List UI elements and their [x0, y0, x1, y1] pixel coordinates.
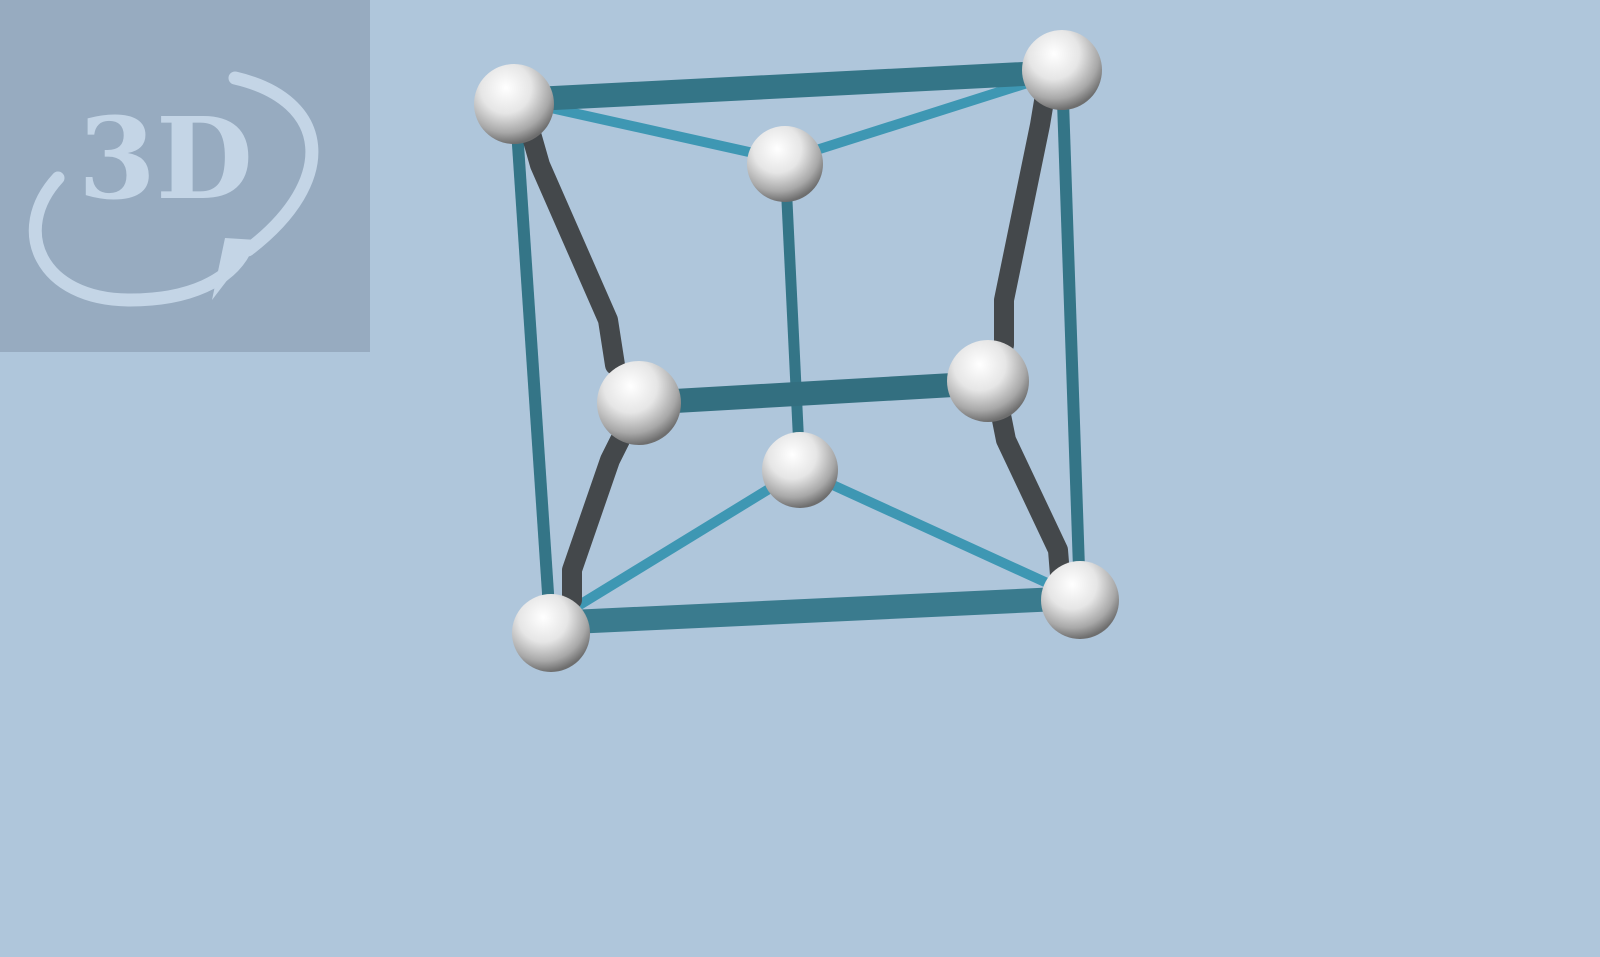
- atom-node[interactable]: [474, 64, 554, 144]
- bond-edge: [639, 371, 989, 415]
- rotate-3d-icon: 3D: [28, 71, 319, 307]
- atom-node[interactable]: [512, 594, 590, 672]
- badge-label: 3D: [78, 94, 253, 225]
- bond-edge: [990, 400, 1070, 585]
- bond-edge: [562, 430, 630, 610]
- bond-edge: [549, 586, 1081, 635]
- 3d-rotate-badge[interactable]: 3D: [0, 0, 370, 352]
- edge-group-inner: [513, 67, 1083, 628]
- atom-node[interactable]: [947, 340, 1029, 422]
- bond-edge: [513, 95, 787, 165]
- bond-edge: [779, 159, 806, 471]
- atom-node[interactable]: [747, 126, 823, 202]
- atom-node[interactable]: [1022, 30, 1102, 110]
- node-group: [474, 30, 1119, 672]
- atom-node[interactable]: [1041, 561, 1119, 639]
- bond-edge: [783, 67, 1064, 165]
- bond-edge: [994, 85, 1055, 355]
- edge-group-outer: [509, 60, 1086, 635]
- edge-group-dark: [520, 85, 1070, 610]
- bond-edge: [509, 99, 556, 624]
- atom-node[interactable]: [762, 432, 838, 508]
- bond-edge: [547, 465, 803, 628]
- bond-edge: [514, 60, 1063, 112]
- bond-edge: [520, 120, 625, 375]
- bond-edge: [797, 465, 1083, 603]
- bond-edge: [1056, 71, 1086, 599]
- atom-node[interactable]: [597, 361, 681, 445]
